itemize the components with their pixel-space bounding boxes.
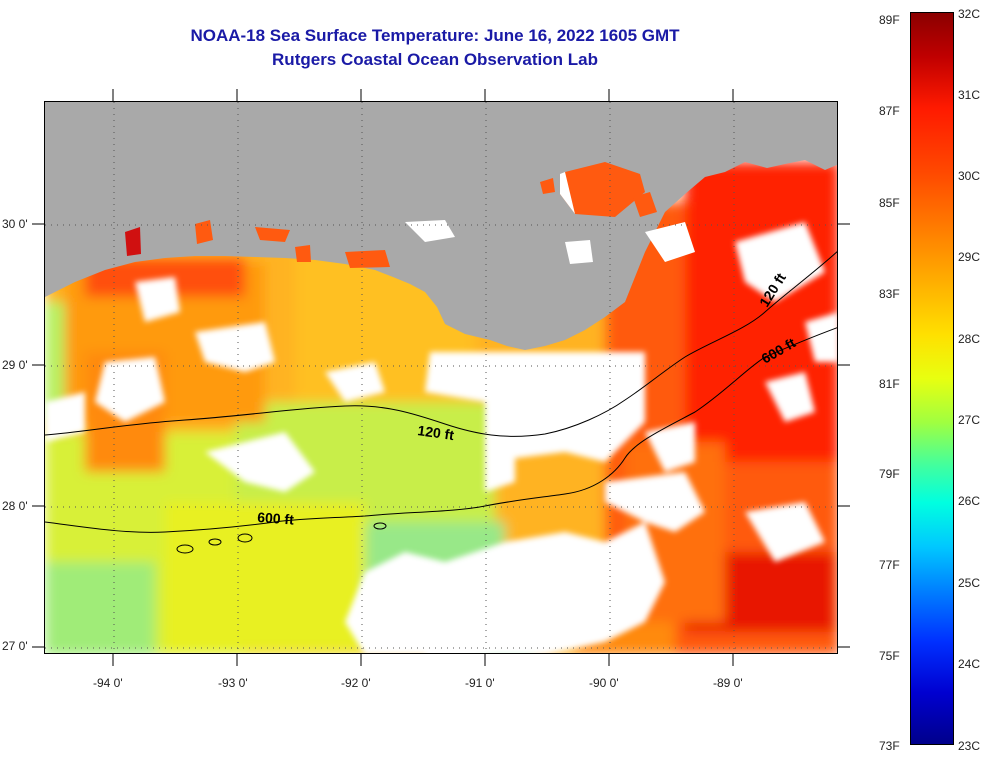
colorbar-f-75: 75F (879, 649, 900, 663)
contour-islands (176, 522, 387, 554)
sst-map-canvas: 120 ft 600 ft 120 ft 600 ft (45, 102, 837, 653)
lon-label-90: -90 0' (589, 676, 619, 690)
colorbar-f-79: 79F (879, 467, 900, 481)
temperature-colorbar (910, 12, 954, 745)
colorbar-f-77: 77F (879, 558, 900, 572)
lat-label-27: 27 0' (2, 639, 28, 653)
lat-label-28: 28 0' (2, 499, 28, 513)
colorbar-c-24: 24C (958, 657, 981, 671)
contour-label-120ft: 120 ft (417, 422, 456, 443)
colorbar-c-25: 25C (958, 576, 981, 590)
colorbar-f-87: 87F (879, 104, 900, 118)
map-subtitle: Rutgers Coastal Ocean Observation Lab (272, 50, 598, 69)
lon-label-93: -93 0' (218, 676, 248, 690)
lon-label-92: -92 0' (341, 676, 371, 690)
graticule (45, 102, 837, 653)
contour-600ft-line (45, 327, 837, 533)
colorbar-c-23: 23C (958, 739, 981, 753)
lon-label-89: -89 0' (713, 676, 743, 690)
colorbar-f-83: 83F (879, 287, 900, 301)
lat-label-29: 29 0' (2, 358, 28, 372)
colorbar-f-81: 81F (879, 377, 900, 391)
lat-label-30: 30 0' (2, 217, 28, 231)
lon-label-94: -94 0' (93, 676, 123, 690)
colorbar-f-73: 73F (879, 739, 900, 753)
colorbar-c-31: 31C (958, 88, 981, 102)
cloud-mask (45, 222, 837, 653)
contour-120ft-line (45, 251, 837, 437)
inland-lakes (125, 162, 657, 268)
colorbar-f-85: 85F (879, 196, 900, 210)
colorbar-c-28: 28C (958, 332, 981, 346)
colorbar-c-30: 30C (958, 169, 981, 183)
colorbar-c-32: 32C (958, 7, 981, 21)
colorbar-c-26: 26C (958, 494, 981, 508)
colorbar-f-89: 89F (879, 13, 900, 27)
lon-label-91: -91 0' (465, 676, 495, 690)
colorbar-c-27: 27C (958, 413, 981, 427)
marsh-edges (405, 172, 695, 264)
contour-label-600ft: 600 ft (257, 509, 295, 528)
map-title: NOAA-18 Sea Surface Temperature: June 16… (190, 26, 680, 45)
colorbar-c-29: 29C (958, 250, 981, 264)
sst-map: 120 ft 600 ft 120 ft 600 ft (44, 101, 838, 654)
